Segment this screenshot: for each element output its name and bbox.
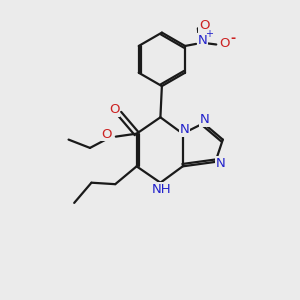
Text: N: N [216,157,226,170]
Text: O: O [199,19,210,32]
Text: N: N [200,113,210,126]
Text: -: - [230,32,236,45]
Text: NH: NH [152,183,172,196]
Text: N: N [179,123,189,136]
Text: O: O [109,103,120,116]
Text: N: N [198,34,208,46]
Text: +: + [205,29,213,39]
Text: O: O [219,37,230,50]
Text: O: O [102,128,112,141]
